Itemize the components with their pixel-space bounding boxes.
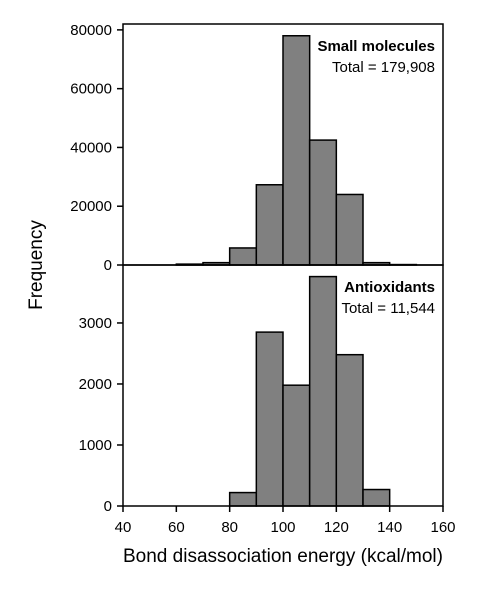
x-ticks: 40 60 80 100 120 140 160 <box>115 506 456 536</box>
panel-total-antioxidants: Total = 11,544 <box>341 300 435 317</box>
y-tick-label: 0 <box>104 257 112 274</box>
y-tick-label: 80000 <box>70 22 112 39</box>
x-tick-label: 60 <box>168 519 185 536</box>
histogram-bar <box>228 247 258 266</box>
x-tick-label: 40 <box>115 519 132 536</box>
y-tick-label: 1000 <box>79 437 112 454</box>
x-tick-label: 160 <box>430 519 455 536</box>
histogram-bar <box>282 384 311 507</box>
x-tick-label: 140 <box>377 519 402 536</box>
y-ticks-antioxidants: 0 1000 2000 3000 <box>79 315 123 515</box>
bars-antioxidants <box>228 275 391 507</box>
histogram-bar <box>335 193 364 266</box>
panel-title-antioxidants: Antioxidants <box>344 279 435 296</box>
bars-small-molecules <box>175 35 418 266</box>
histogram-bar <box>308 275 338 507</box>
panel-title-small-molecules: Small molecules <box>317 38 435 55</box>
x-tick-label: 80 <box>221 519 238 536</box>
y-tick-label: 20000 <box>70 198 112 215</box>
y-ticks-small-molecules: 0 20000 40000 60000 80000 <box>70 22 123 274</box>
x-tick-label: 100 <box>270 519 295 536</box>
histogram-bar <box>308 139 338 266</box>
panel-total-small-molecules: Total = 179,908 <box>332 59 435 76</box>
panel-small-molecules: 0 20000 40000 60000 80000 Small molecules To… <box>70 22 444 274</box>
histogram-bar <box>255 331 284 507</box>
panel-antioxidants: 0 1000 2000 3000 Antioxidants Total = 11,54… <box>79 264 444 515</box>
y-axis-label: Frequency <box>26 220 47 310</box>
y-tick-label: 2000 <box>79 376 112 393</box>
histogram-bar <box>335 353 364 507</box>
x-axis-label: Bond disassociation energy (kcal/mol) <box>123 546 443 567</box>
x-tick-label: 120 <box>324 519 349 536</box>
histogram-bar <box>228 491 258 507</box>
y-tick-label: 0 <box>104 498 112 515</box>
histogram-bar <box>362 488 391 507</box>
histogram-bar <box>282 35 311 266</box>
y-tick-label: 60000 <box>70 81 112 98</box>
histogram-bar <box>255 184 284 266</box>
y-tick-label: 40000 <box>70 139 112 156</box>
y-tick-label: 3000 <box>79 315 112 332</box>
